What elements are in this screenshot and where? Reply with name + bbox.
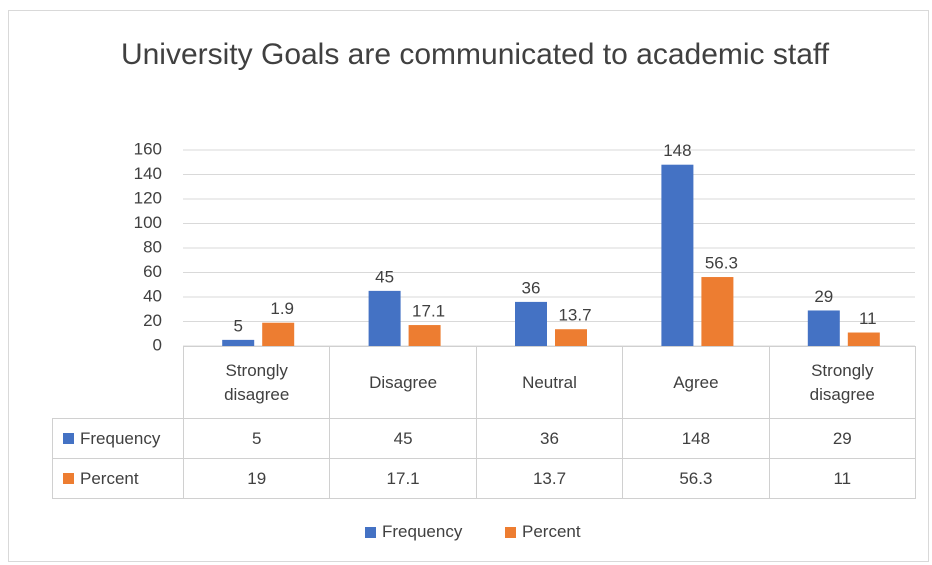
table-value-cell: 29 <box>768 418 916 459</box>
category-cell: Agree <box>622 346 770 419</box>
bar <box>555 329 587 346</box>
data-label: 45 <box>375 267 394 286</box>
chart-title: University Goals are communicated to aca… <box>120 38 830 71</box>
bar <box>368 290 401 346</box>
y-tick-label: 60 <box>143 262 162 281</box>
data-label: 148 <box>663 141 691 160</box>
table-value-cell: 11 <box>768 458 916 499</box>
data-label: 56.3 <box>705 254 738 273</box>
bar <box>701 277 734 346</box>
bar <box>661 164 694 346</box>
data-label: 17.1 <box>412 302 445 321</box>
data-label: 5 <box>233 316 242 335</box>
bar <box>515 301 547 346</box>
bar <box>408 325 441 346</box>
legend-label: Percent <box>522 522 581 541</box>
chart-frame <box>8 10 929 562</box>
bar <box>262 322 295 346</box>
table-value-cell: 5 <box>183 418 331 459</box>
table-value-cell: 36 <box>475 418 624 459</box>
data-label: 13.7 <box>558 306 591 325</box>
data-label: 1.9 <box>270 299 294 318</box>
y-tick-label: 140 <box>134 164 162 183</box>
y-tick-label: 0 <box>153 335 162 354</box>
y-tick-label: 20 <box>143 311 162 330</box>
category-cell: Neutral <box>475 346 624 419</box>
table-swatch <box>63 433 74 444</box>
category-cell: Strongly disagree <box>768 346 916 419</box>
y-tick-label: 160 <box>134 139 162 158</box>
bar <box>222 339 255 346</box>
y-tick-label: 80 <box>143 237 162 256</box>
bar <box>807 310 840 346</box>
table-series-name: Frequency <box>80 428 161 448</box>
data-label: 29 <box>814 287 833 306</box>
data-label: 11 <box>859 309 877 328</box>
legend-entry: Frequency <box>365 522 462 542</box>
table-key-cell: Frequency <box>52 418 184 459</box>
table-value-cell: 148 <box>622 418 770 459</box>
table-value-cell: 13.7 <box>475 458 624 499</box>
table-series-name: Percent <box>80 468 139 488</box>
legend-entry: Percent <box>505 522 581 542</box>
table-swatch <box>63 473 74 484</box>
table-key-cell: Percent <box>52 458 184 499</box>
legend-swatch <box>365 526 376 538</box>
legend-swatch <box>505 526 516 538</box>
category-cell: Strongly disagree <box>183 346 331 419</box>
y-tick-label: 120 <box>134 188 162 207</box>
bar <box>847 332 880 346</box>
table-value-cell: 17.1 <box>329 458 477 499</box>
table-value-cell: 19 <box>183 458 331 499</box>
table-value-cell: 56.3 <box>622 458 770 499</box>
y-tick-label: 40 <box>143 286 162 305</box>
legend-label: Frequency <box>382 522 463 541</box>
table-value-cell: 45 <box>329 418 477 459</box>
y-tick-label: 100 <box>134 213 162 232</box>
data-label: 36 <box>522 278 541 297</box>
category-cell: Disagree <box>329 346 477 419</box>
